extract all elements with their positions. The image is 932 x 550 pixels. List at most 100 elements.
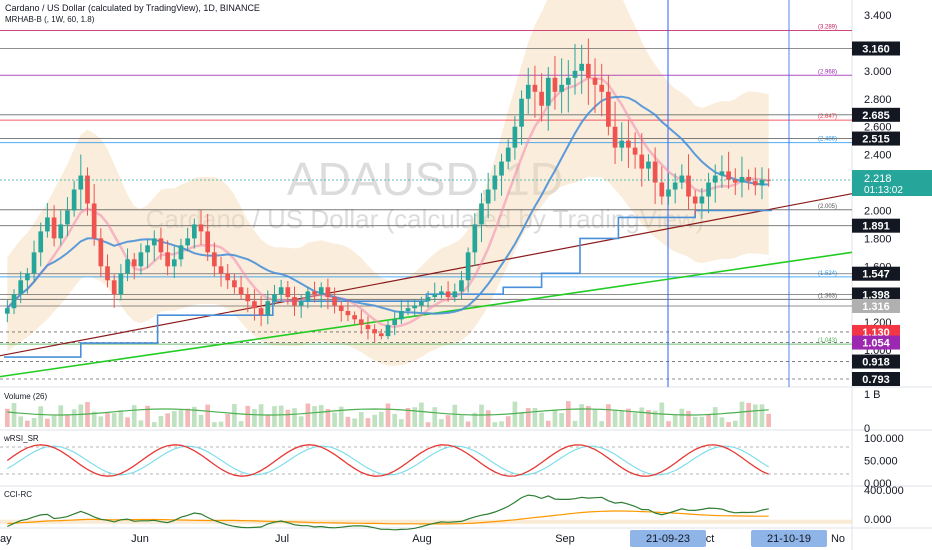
volume-bar (752, 404, 758, 427)
candle (151, 230, 157, 262)
volume-bar (58, 405, 64, 427)
watermark-description: Cardano / US Dollar (calculated by Tradi… (146, 204, 705, 234)
price-badge[interactable]: 1.316 (852, 298, 900, 313)
volume-bar (171, 411, 177, 427)
candle-body (465, 252, 471, 281)
candle-body (225, 273, 231, 281)
volume-bar (205, 404, 211, 427)
volume-bar (692, 416, 698, 427)
candle (98, 228, 104, 277)
candle (532, 65, 538, 118)
candle-body (258, 308, 264, 316)
volume-bar (98, 416, 104, 427)
candle-body (298, 301, 304, 306)
volume-bar (392, 413, 398, 427)
price-badge-label: 1.054 (862, 338, 890, 350)
trend-line-support (0, 251, 853, 378)
candle-body (151, 238, 157, 246)
candle (278, 279, 284, 302)
fib-level-label: (2.968) (818, 69, 837, 75)
candle-body (158, 238, 164, 253)
volume-bar (545, 420, 551, 427)
indicator-label[interactable]: MRHAB-B (, 1W, 60, 1.8) (5, 15, 95, 24)
candle-body (499, 161, 504, 176)
candle (365, 316, 371, 340)
candle-body (238, 287, 244, 295)
y-axis-tick-label: 1.800 (864, 233, 892, 245)
candle (746, 169, 751, 190)
candle-body (365, 324, 371, 330)
volume-bar (51, 415, 57, 427)
fib-level-label: (2.486) (818, 137, 837, 143)
volume-bar (178, 409, 184, 427)
candle (612, 101, 618, 164)
cci-signal-line (7, 510, 769, 525)
candle-body (619, 140, 625, 148)
volume-bar (666, 421, 671, 427)
candle (505, 139, 511, 170)
candle-body (105, 266, 110, 281)
x-axis-highlight-bg (751, 530, 827, 547)
volume-bar (332, 412, 337, 427)
candle (445, 281, 451, 302)
cci-pane-label[interactable]: CCI-RC (4, 490, 32, 499)
candle (465, 247, 471, 293)
price-badge[interactable]: 0.793 (852, 371, 900, 386)
candle (198, 210, 204, 245)
price-badge[interactable]: 1.398 (852, 287, 900, 302)
volume-bar (686, 411, 691, 427)
candle (38, 222, 44, 267)
candle (118, 264, 124, 301)
candle (78, 154, 84, 211)
candle-body (419, 301, 424, 306)
volume-bar (525, 408, 531, 427)
candle (292, 286, 297, 316)
price-badge[interactable]: 1.891 (852, 218, 900, 233)
candle (171, 245, 177, 279)
candle-body (272, 294, 277, 302)
candle-body (118, 273, 124, 295)
candle-body (646, 161, 651, 169)
candle (672, 173, 678, 204)
candle (252, 289, 257, 321)
volume-bar (532, 408, 538, 427)
price-badge[interactable]: 0.918 (852, 354, 900, 369)
volume-bar (559, 412, 564, 427)
volume-bar (372, 414, 377, 427)
y-axis-tick-label: 3.400 (864, 10, 892, 22)
volume-pane-label[interactable]: Volume (26) (4, 392, 48, 401)
candle (419, 296, 424, 313)
wrsi-axis-label: 50.000 (864, 456, 898, 468)
volume-bar (439, 419, 444, 427)
volume-bar (539, 412, 544, 427)
candle (165, 240, 170, 276)
candle-body (278, 287, 284, 295)
candle (479, 192, 484, 243)
price-badge[interactable]: 1.547 (852, 266, 900, 281)
volume-bar (626, 408, 631, 427)
wrsi-line (6, 444, 769, 477)
candle-body (679, 175, 685, 183)
price-badge[interactable]: 1.054 (852, 335, 900, 350)
volume-bar (325, 408, 331, 427)
candle (719, 155, 725, 189)
candle-body (652, 161, 658, 183)
candle-body (512, 126, 518, 148)
price-badge[interactable]: 2.685 (852, 107, 900, 122)
candle-body (746, 176, 751, 182)
candle-body (572, 70, 578, 78)
x-axis-highlight[interactable]: 21-09-23 (630, 530, 706, 547)
wrsi-pane-label[interactable]: wRSI_SR (4, 434, 39, 443)
candle-body (565, 77, 571, 85)
volume-bar (292, 408, 297, 427)
candle-body (38, 231, 44, 253)
x-axis-highlight[interactable]: 21-10-19 (751, 530, 827, 547)
volume-bar (419, 402, 424, 427)
price-badge[interactable]: 2.515 (852, 131, 900, 146)
candle-body (111, 280, 117, 295)
candle (559, 58, 564, 114)
price-badge[interactable]: 3.160 (852, 41, 900, 56)
price-badge-bg (852, 324, 900, 339)
